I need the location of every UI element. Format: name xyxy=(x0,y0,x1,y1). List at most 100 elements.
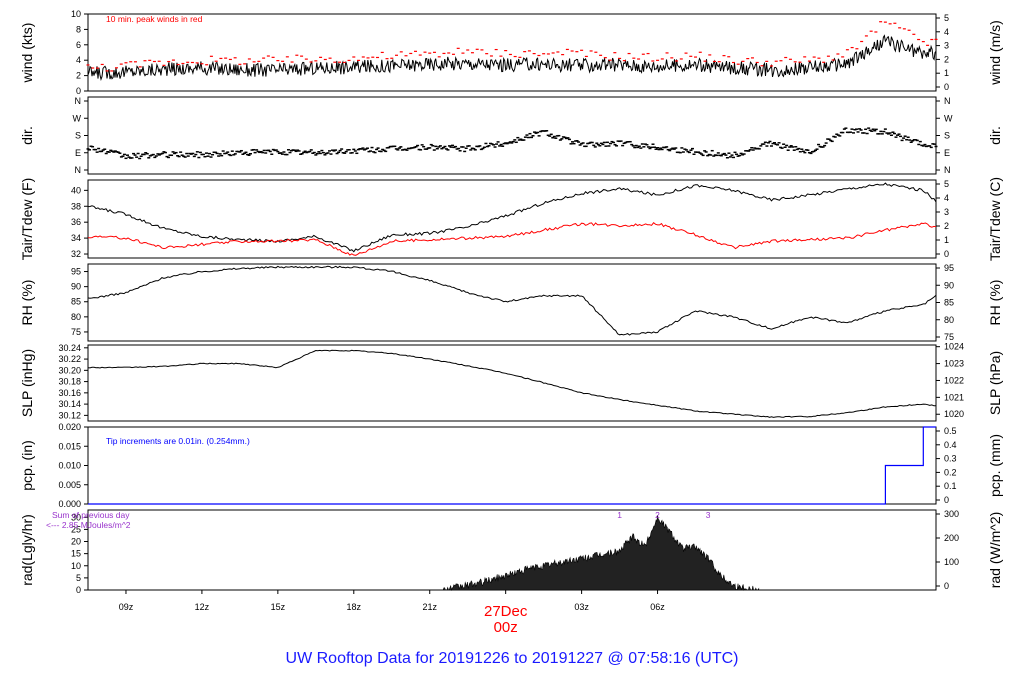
dir-ytick-label-left: N xyxy=(75,96,82,106)
dir-ylabel-right: dir. xyxy=(987,126,1003,145)
temp-ytick-label-left: 36 xyxy=(71,217,81,227)
wind-panel: wind (kts) wind (m/s) 0 2 4 6 8 10 0 1 2 3 4 5 10 min.… xyxy=(19,9,1003,96)
rh-ytick-label-right: 90 xyxy=(944,280,954,290)
rad-ytick-label-right: 100 xyxy=(944,557,959,567)
rh-frame xyxy=(87,263,937,342)
rh-ytick-label-right: 85 xyxy=(944,298,954,308)
rh-panel: RH (%) RH (%) 75 80 85 90 95 75 80 85 90 95 xyxy=(19,263,1003,342)
rh-ylabel-left: RH (%) xyxy=(19,280,35,326)
pcp-ytick-label-left: 0.010 xyxy=(58,461,81,471)
temp-ytick-label-right: 0 xyxy=(944,249,949,259)
wind-ylabel-left: wind (kts) xyxy=(19,23,35,84)
wind-ytick-label-right: 3 xyxy=(944,41,949,51)
slp-ytick-label-left: 30.14 xyxy=(58,399,81,409)
rh-ytick-label-right: 75 xyxy=(944,332,954,342)
temp-ytick-label-left: 34 xyxy=(71,233,81,243)
x-tick-label: 03z xyxy=(574,602,589,612)
slp-ytick-label-right: 1023 xyxy=(944,359,964,369)
temp-ytick-label-right: 2 xyxy=(944,221,949,231)
slp-ytick-label-right: 1022 xyxy=(944,375,964,385)
x-tick-label: 18z xyxy=(347,602,362,612)
rh-ytick-label-left: 95 xyxy=(71,267,81,277)
temp-ytick-label-left: 40 xyxy=(71,185,81,195)
pcp-ytick-label-right: 0.1 xyxy=(944,481,957,491)
wind-ytick-label-right: 4 xyxy=(944,27,949,37)
pcp-ytick-label-left: 0.000 xyxy=(58,499,81,509)
rh-ytick-label-left: 85 xyxy=(71,297,81,307)
pcp-series-line xyxy=(88,426,936,505)
temp-ytick-label-right: 1 xyxy=(944,235,949,245)
pcp-ytick-label-left: 0.020 xyxy=(58,422,81,432)
rh-ytick-label-left: 80 xyxy=(71,312,81,322)
slp-ytick-label-left: 30.16 xyxy=(58,388,81,398)
rad-ytick-label-left: 10 xyxy=(71,561,81,571)
pcp-ytick-label-right: 0.4 xyxy=(944,440,957,450)
pcp-ytick-label-right: 0.5 xyxy=(944,426,957,436)
wind-ytick-label-right: 2 xyxy=(944,54,949,64)
temp-ytick-label-right: 3 xyxy=(944,207,949,217)
rh-ytick-label-left: 75 xyxy=(71,327,81,337)
slp-ytick-label-right: 1021 xyxy=(944,392,964,402)
wind-ytick-label-left: 4 xyxy=(76,55,81,65)
rad-ytick-label-right: 0 xyxy=(944,581,949,591)
wind-ytick-label-left: 0 xyxy=(76,86,81,96)
slp-ylabel-left: SLP (inHg) xyxy=(19,349,35,417)
dir-frame xyxy=(87,96,937,175)
x-tick-label: 15z xyxy=(271,602,286,612)
rad-ylabel-left: rad(Lgly/hr) xyxy=(19,514,35,586)
dir-ytick-label-right: E xyxy=(944,148,950,158)
x-tick-label: 09z xyxy=(119,602,134,612)
slp-ytick-label-left: 30.18 xyxy=(58,377,81,387)
dir-ytick-label-left: W xyxy=(73,113,82,123)
wind-ytick-label-right: 5 xyxy=(944,13,949,23)
wind-ytick-label-right: 0 xyxy=(944,82,949,92)
rad-marker: 1 xyxy=(617,510,622,520)
temp-frame xyxy=(87,179,937,259)
x-day-label: 27Dec xyxy=(484,603,528,620)
rad-ytick-label-left: 30 xyxy=(71,512,81,522)
temp-ytick-label-left: 32 xyxy=(71,249,81,259)
temp-ytick-label-right: 5 xyxy=(944,179,949,189)
rad-ytick-label-left: 5 xyxy=(76,573,81,583)
slp-ytick-label-left: 30.20 xyxy=(58,365,81,375)
temp-series-line-0 xyxy=(87,182,937,253)
temp-ytick-label-right: 4 xyxy=(944,193,949,203)
rad-ytick-label-right: 200 xyxy=(944,533,959,543)
wind-frame xyxy=(87,13,937,92)
pcp-ytick-label-right: 0.2 xyxy=(944,467,957,477)
rh-ytick-label-left: 90 xyxy=(71,282,81,292)
rad-ytick-label-left: 0 xyxy=(76,585,81,595)
slp-series-line-0 xyxy=(87,349,937,418)
dir-ytick-label-right: N xyxy=(944,96,951,106)
figure-title: UW Rooftop Data for 20191226 to 20191227… xyxy=(285,650,739,667)
rad-ylabel-right: rad (W/m^2) xyxy=(987,512,1003,589)
dir-ytick-label-left: E xyxy=(75,148,81,158)
pcp-ylabel-right: pcp. (mm) xyxy=(987,434,1003,497)
x-tick-label: 21z xyxy=(422,602,437,612)
dir-ylabel-left: dir. xyxy=(19,126,35,145)
wind-ytick-label-right: 1 xyxy=(944,68,949,78)
pcp-ytick-label-right: 0.3 xyxy=(944,454,957,464)
dir-ytick-label-right: S xyxy=(944,131,950,141)
dir-ytick-label-right: W xyxy=(944,113,953,123)
dir-ytick-label-right: N xyxy=(944,165,951,175)
temp-panel: Tair/Tdew (F) Tair/Tdew (C)32343638400123… xyxy=(19,177,1003,261)
wind-ytick-label-left: 10 xyxy=(71,9,81,19)
rad-panel: rad(Lgly/hr) rad (W/m^2)05101520253001002… xyxy=(19,509,1003,595)
wind-ytick-label-left: 6 xyxy=(76,40,81,50)
rad-marker: 2 xyxy=(655,510,660,520)
wind-series-line xyxy=(87,34,937,82)
rh-ytick-label-right: 95 xyxy=(944,263,954,273)
wind-ytick-label-left: 2 xyxy=(76,71,81,81)
dir-ytick-label-left: N xyxy=(75,165,82,175)
wind-ylabel-right: wind (m/s) xyxy=(987,20,1003,86)
pcp-ylabel-left: pcp. (in) xyxy=(19,440,35,491)
temp-ytick-label-left: 38 xyxy=(71,201,81,211)
temp-ylabel-right: Tair/Tdew (C) xyxy=(987,177,1003,261)
slp-ylabel-right: SLP (hPa) xyxy=(987,351,1003,415)
pcp-panel: pcp. (in) pcp. (mm) 0.000 0.005 0.010 0.015 0.… xyxy=(19,422,1003,509)
rad-ytick-label-left: 20 xyxy=(71,537,81,547)
